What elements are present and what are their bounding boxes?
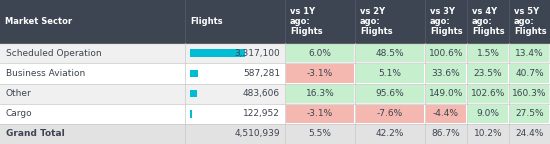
- Text: -3.1%: -3.1%: [307, 109, 333, 118]
- Text: 483,606: 483,606: [243, 89, 280, 98]
- Bar: [509, 0, 550, 43]
- Text: 10.2%: 10.2%: [474, 129, 502, 138]
- Bar: [0, 124, 550, 144]
- Text: 33.6%: 33.6%: [432, 69, 460, 78]
- Text: 6.0%: 6.0%: [309, 49, 332, 58]
- Bar: [190, 49, 245, 57]
- Text: 5.1%: 5.1%: [378, 69, 402, 78]
- Text: 587,281: 587,281: [243, 69, 280, 78]
- Bar: [510, 44, 549, 62]
- Bar: [426, 85, 466, 103]
- Bar: [0, 104, 550, 124]
- Bar: [190, 70, 198, 77]
- Bar: [355, 0, 425, 43]
- Bar: [468, 85, 508, 103]
- Text: Flights: Flights: [190, 17, 223, 26]
- Bar: [286, 105, 354, 123]
- Bar: [510, 64, 549, 83]
- Text: 95.6%: 95.6%: [376, 89, 404, 98]
- Bar: [0, 0, 185, 43]
- Text: Cargo: Cargo: [6, 109, 32, 118]
- Bar: [510, 85, 549, 103]
- Text: -3.1%: -3.1%: [307, 69, 333, 78]
- Bar: [510, 105, 549, 123]
- Bar: [190, 90, 196, 97]
- Bar: [0, 43, 550, 63]
- Bar: [426, 44, 466, 62]
- Text: 23.5%: 23.5%: [474, 69, 502, 78]
- Bar: [356, 64, 424, 83]
- Bar: [190, 110, 192, 118]
- Text: 9.0%: 9.0%: [476, 109, 499, 118]
- Bar: [468, 105, 508, 123]
- Text: 122,952: 122,952: [243, 109, 280, 118]
- Bar: [426, 105, 466, 123]
- Text: 40.7%: 40.7%: [515, 69, 544, 78]
- Text: Grand Total: Grand Total: [6, 129, 65, 138]
- Text: 102.6%: 102.6%: [471, 89, 505, 98]
- Text: 160.3%: 160.3%: [512, 89, 547, 98]
- Text: vs 5Y
ago:
Flights: vs 5Y ago: Flights: [514, 7, 547, 36]
- Text: 42.2%: 42.2%: [376, 129, 404, 138]
- Text: Market Sector: Market Sector: [5, 17, 72, 26]
- Text: vs 1Y
ago:
Flights: vs 1Y ago: Flights: [290, 7, 323, 36]
- Bar: [286, 44, 354, 62]
- Text: Other: Other: [6, 89, 32, 98]
- Text: 86.7%: 86.7%: [432, 129, 460, 138]
- Text: 1.5%: 1.5%: [476, 49, 499, 58]
- Text: Business Aviation: Business Aviation: [6, 69, 85, 78]
- Bar: [468, 64, 508, 83]
- Text: 13.4%: 13.4%: [515, 49, 544, 58]
- Text: 3,317,100: 3,317,100: [234, 49, 280, 58]
- Bar: [426, 64, 466, 83]
- Text: 100.6%: 100.6%: [429, 49, 463, 58]
- Bar: [286, 85, 354, 103]
- Text: 16.3%: 16.3%: [306, 89, 334, 98]
- Text: 27.5%: 27.5%: [515, 109, 544, 118]
- Text: Scheduled Operation: Scheduled Operation: [6, 49, 102, 58]
- Text: 24.4%: 24.4%: [515, 129, 544, 138]
- Text: vs 4Y
ago:
Flights: vs 4Y ago: Flights: [472, 7, 505, 36]
- Bar: [467, 0, 509, 43]
- Text: 4,510,939: 4,510,939: [234, 129, 280, 138]
- Text: 149.0%: 149.0%: [429, 89, 463, 98]
- Text: -4.4%: -4.4%: [433, 109, 459, 118]
- Bar: [285, 0, 355, 43]
- Bar: [468, 44, 508, 62]
- Text: -7.6%: -7.6%: [377, 109, 403, 118]
- Bar: [356, 85, 424, 103]
- Bar: [356, 44, 424, 62]
- Text: vs 2Y
ago:
Flights: vs 2Y ago: Flights: [360, 7, 393, 36]
- Bar: [356, 105, 424, 123]
- Bar: [286, 64, 354, 83]
- Bar: [185, 0, 285, 43]
- Bar: [0, 84, 550, 104]
- Text: 48.5%: 48.5%: [376, 49, 404, 58]
- Text: vs 3Y
ago:
Flights: vs 3Y ago: Flights: [430, 7, 463, 36]
- Bar: [425, 0, 467, 43]
- Text: 5.5%: 5.5%: [309, 129, 332, 138]
- Bar: [0, 63, 550, 84]
